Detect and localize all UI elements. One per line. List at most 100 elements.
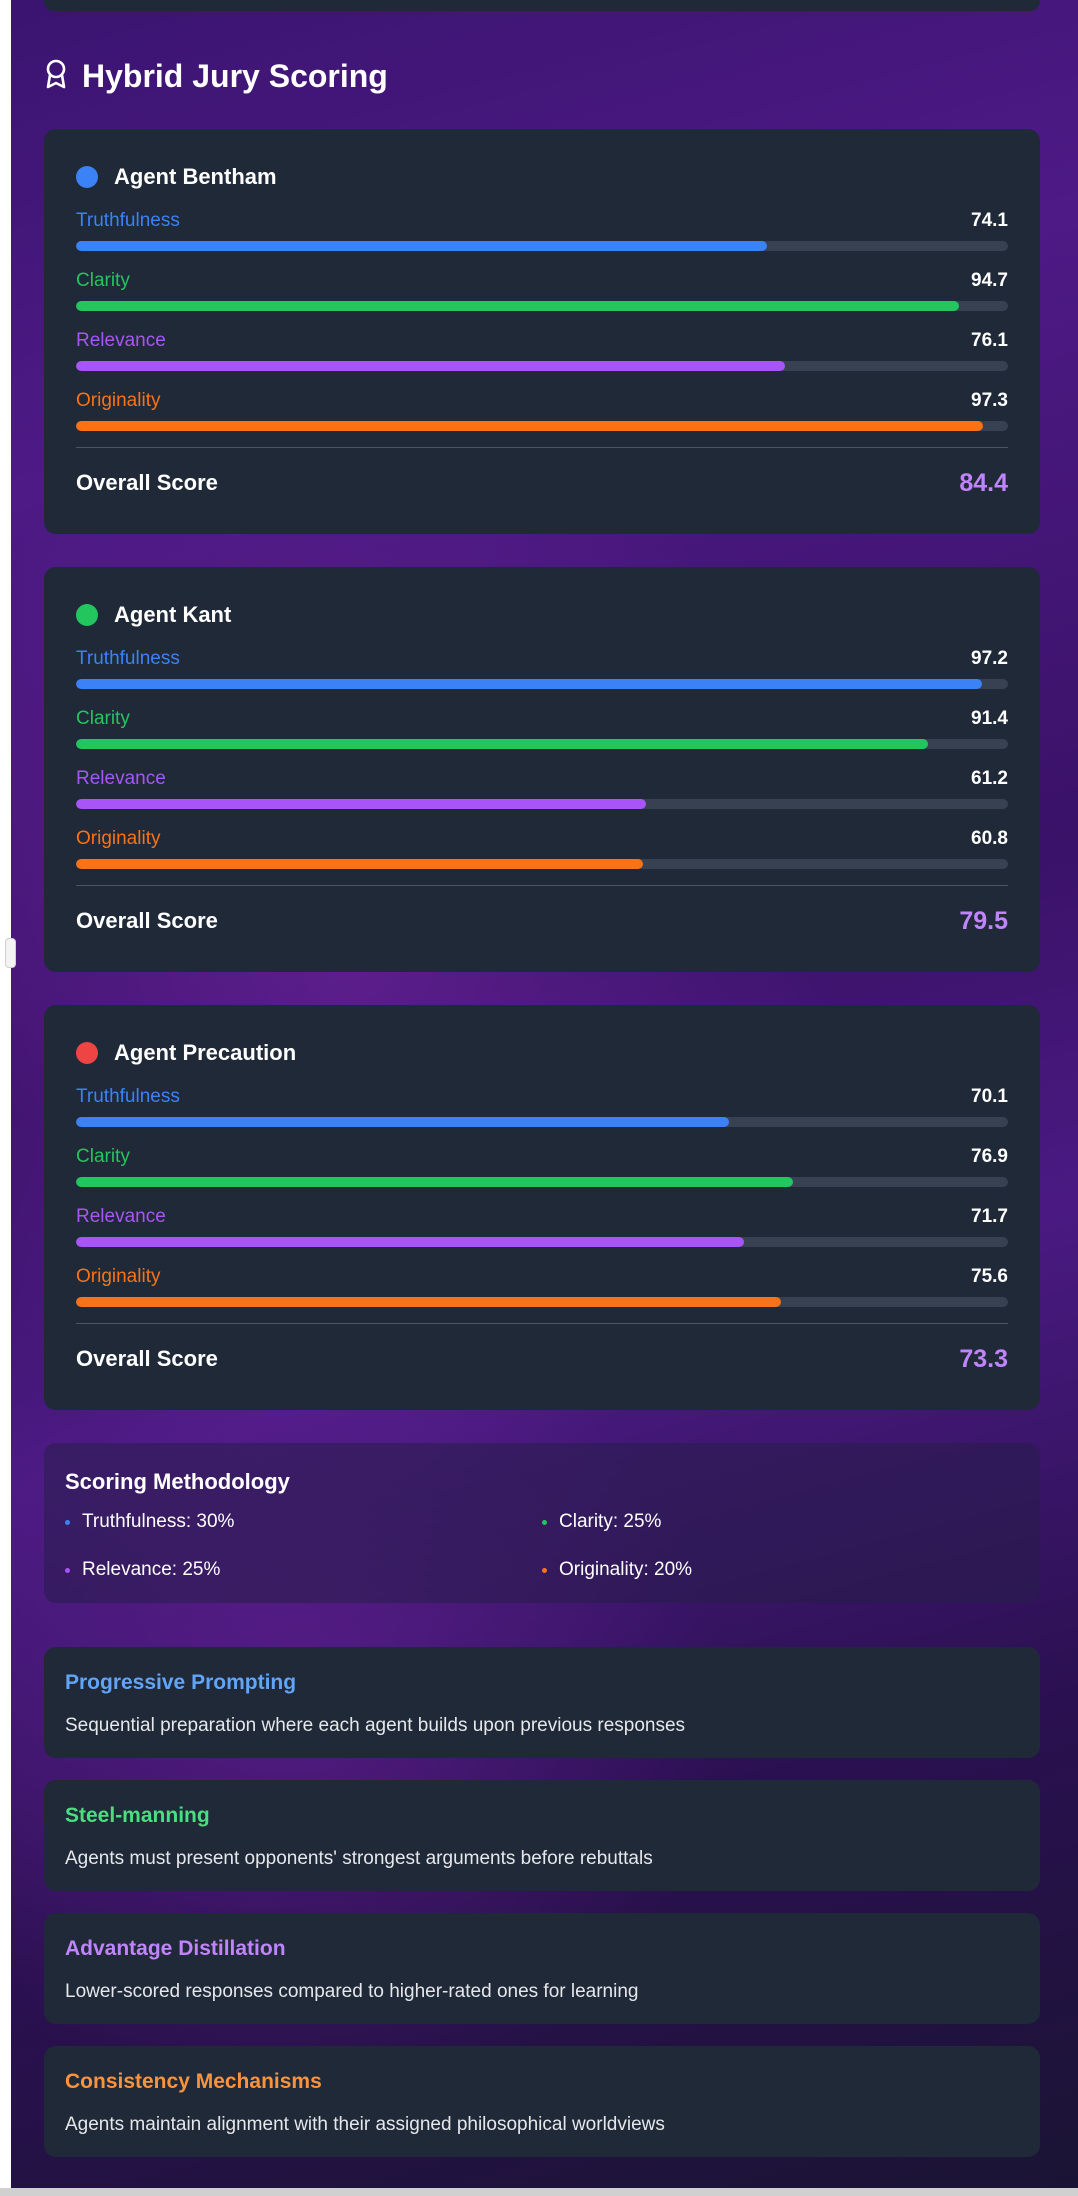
progress-bar-track — [76, 679, 1008, 689]
progress-bar-fill — [76, 1177, 793, 1187]
metric-truthfulness: Truthfulness 74.1 — [76, 209, 1008, 251]
metric-label: Clarity — [76, 1146, 130, 1167]
metric-clarity: Clarity 76.9 — [76, 1145, 1008, 1187]
agent-card-kant: Agent Kant Truthfulness 97.2 Clarity 91.4 Re… — [44, 567, 1040, 972]
scoring-methodology-card: Scoring Methodology Truthfulness: 30% Cl… — [44, 1443, 1040, 1603]
technique-description: Agents maintain alignment with their ass… — [65, 2114, 665, 2135]
resize-handle[interactable] — [5, 938, 16, 968]
bullet-dot — [542, 1519, 547, 1525]
metric-label: Originality — [76, 1266, 161, 1287]
metric-row: Truthfulness 74.1 — [76, 209, 1008, 233]
metric-row: Originality 75.6 — [76, 1265, 1008, 1289]
previous-card-edge — [44, 0, 1040, 11]
bullet-dot — [65, 1567, 70, 1573]
bullet-dot — [542, 1567, 547, 1573]
progress-bar-track — [76, 421, 1008, 431]
overall-score-label: Overall Score — [76, 908, 218, 933]
metric-label: Originality — [76, 828, 161, 849]
metric-row: Truthfulness 97.2 — [76, 647, 1008, 671]
progress-bar-track — [76, 799, 1008, 809]
progress-bar-fill — [76, 1297, 781, 1307]
progress-bar-fill — [76, 361, 786, 371]
metric-value: 74.1 — [971, 210, 1008, 231]
metric-relevance: Relevance 76.1 — [76, 329, 1008, 371]
metric-value: 91.4 — [971, 708, 1008, 729]
metric-value: 97.2 — [971, 648, 1008, 669]
metric-relevance: Relevance 71.7 — [76, 1205, 1008, 1247]
metric-row: Clarity 94.7 — [76, 269, 1008, 293]
metric-clarity: Clarity 94.7 — [76, 269, 1008, 311]
section-title: Hybrid Jury Scoring — [82, 57, 388, 94]
metric-label: Relevance — [76, 330, 166, 351]
divider — [76, 1323, 1008, 1324]
agent-name: Agent Kant — [114, 602, 232, 627]
methodology-grid: Truthfulness: 30% Clarity: 25% Relevance… — [65, 1509, 1019, 1583]
metric-truthfulness: Truthfulness 97.2 — [76, 647, 1008, 689]
metric-truthfulness: Truthfulness 70.1 — [76, 1085, 1008, 1127]
metric-value: 60.8 — [971, 828, 1008, 849]
metric-value: 70.1 — [971, 1086, 1008, 1107]
methodology-item-text: Clarity: 25% — [559, 1511, 662, 1532]
methodology-item: Originality: 20% — [542, 1557, 1019, 1583]
metric-relevance: Relevance 61.2 — [76, 767, 1008, 809]
metric-clarity: Clarity 91.4 — [76, 707, 1008, 749]
technique-title: Advantage Distillation — [65, 1937, 286, 1960]
agent-name: Agent Bentham — [114, 164, 277, 189]
progress-bar-fill — [76, 859, 643, 869]
progress-bar-fill — [76, 301, 959, 311]
metric-label: Truthfulness — [76, 210, 180, 231]
overall-score-row: Overall Score 84.4 — [76, 448, 1008, 518]
technique-card-steel-manning: Steel-manning Agents must present oppone… — [44, 1780, 1040, 1891]
metric-row: Truthfulness 70.1 — [76, 1085, 1008, 1109]
metrics-list: Truthfulness 74.1 Clarity 94.7 Relevance 76.1… — [76, 209, 1008, 431]
methodology-title: Scoring Methodology — [65, 1469, 290, 1494]
metric-row: Clarity 91.4 — [76, 707, 1008, 731]
methodology-item: Clarity: 25% — [542, 1509, 1019, 1535]
technique-card-advantage-distillation: Advantage Distillation Lower-scored resp… — [44, 1913, 1040, 2024]
progress-bar-track — [76, 1297, 1008, 1307]
metric-originality: Originality 60.8 — [76, 827, 1008, 869]
agent-header: Agent Bentham — [76, 159, 1008, 195]
metric-value: 61.2 — [971, 768, 1008, 789]
metrics-list: Truthfulness 97.2 Clarity 91.4 Relevance 61.2… — [76, 647, 1008, 869]
technique-title: Consistency Mechanisms — [65, 2070, 322, 2093]
overall-score-value: 79.5 — [959, 906, 1008, 935]
technique-description: Sequential preparation where each agent … — [65, 1715, 686, 1736]
metric-value: 76.9 — [971, 1146, 1008, 1167]
methodology-item-text: Originality: 20% — [559, 1559, 693, 1580]
progress-bar-track — [76, 859, 1008, 869]
progress-bar-fill — [76, 739, 928, 749]
metric-row: Originality 60.8 — [76, 827, 1008, 851]
progress-bar-track — [76, 1117, 1008, 1127]
award-ribbon-icon — [44, 58, 68, 95]
technique-description: Lower-scored responses compared to highe… — [65, 1981, 639, 2002]
technique-title: Progressive Prompting — [65, 1671, 297, 1694]
agent-header: Agent Kant — [76, 597, 1008, 633]
progress-bar-track — [76, 241, 1008, 251]
divider — [76, 447, 1008, 448]
progress-bar-track — [76, 301, 1008, 311]
technique-card-progressive-prompting: Progressive Prompting Sequential prepara… — [44, 1647, 1040, 1758]
overall-score-row: Overall Score 73.3 — [76, 1324, 1008, 1394]
metric-label: Clarity — [76, 270, 130, 291]
metric-value: 97.3 — [971, 390, 1008, 411]
divider — [76, 885, 1008, 886]
metric-row: Clarity 76.9 — [76, 1145, 1008, 1169]
agent-name: Agent Precaution — [114, 1040, 297, 1065]
methodology-item-text: Truthfulness: 30% — [82, 1511, 235, 1532]
technique-card-consistency-mechanisms: Consistency Mechanisms Agents maintain a… — [44, 2046, 1040, 2157]
overall-score-label: Overall Score — [76, 470, 218, 495]
progress-bar-track — [76, 1177, 1008, 1187]
overall-score-row: Overall Score 79.5 — [76, 886, 1008, 956]
metric-label: Truthfulness — [76, 1086, 180, 1107]
metric-label: Truthfulness — [76, 648, 180, 669]
agent-header: Agent Precaution — [76, 1035, 1008, 1071]
overall-score-value: 84.4 — [959, 468, 1008, 497]
methodology-item: Truthfulness: 30% — [65, 1509, 542, 1535]
methodology-item: Relevance: 25% — [65, 1557, 542, 1583]
left-edge-strip — [0, 0, 11, 2196]
metric-row: Relevance 61.2 — [76, 767, 1008, 791]
methodology-item-text: Relevance: 25% — [82, 1559, 221, 1580]
progress-bar-track — [76, 739, 1008, 749]
agent-card-precaution: Agent Precaution Truthfulness 70.1 Clarity… — [44, 1005, 1040, 1410]
